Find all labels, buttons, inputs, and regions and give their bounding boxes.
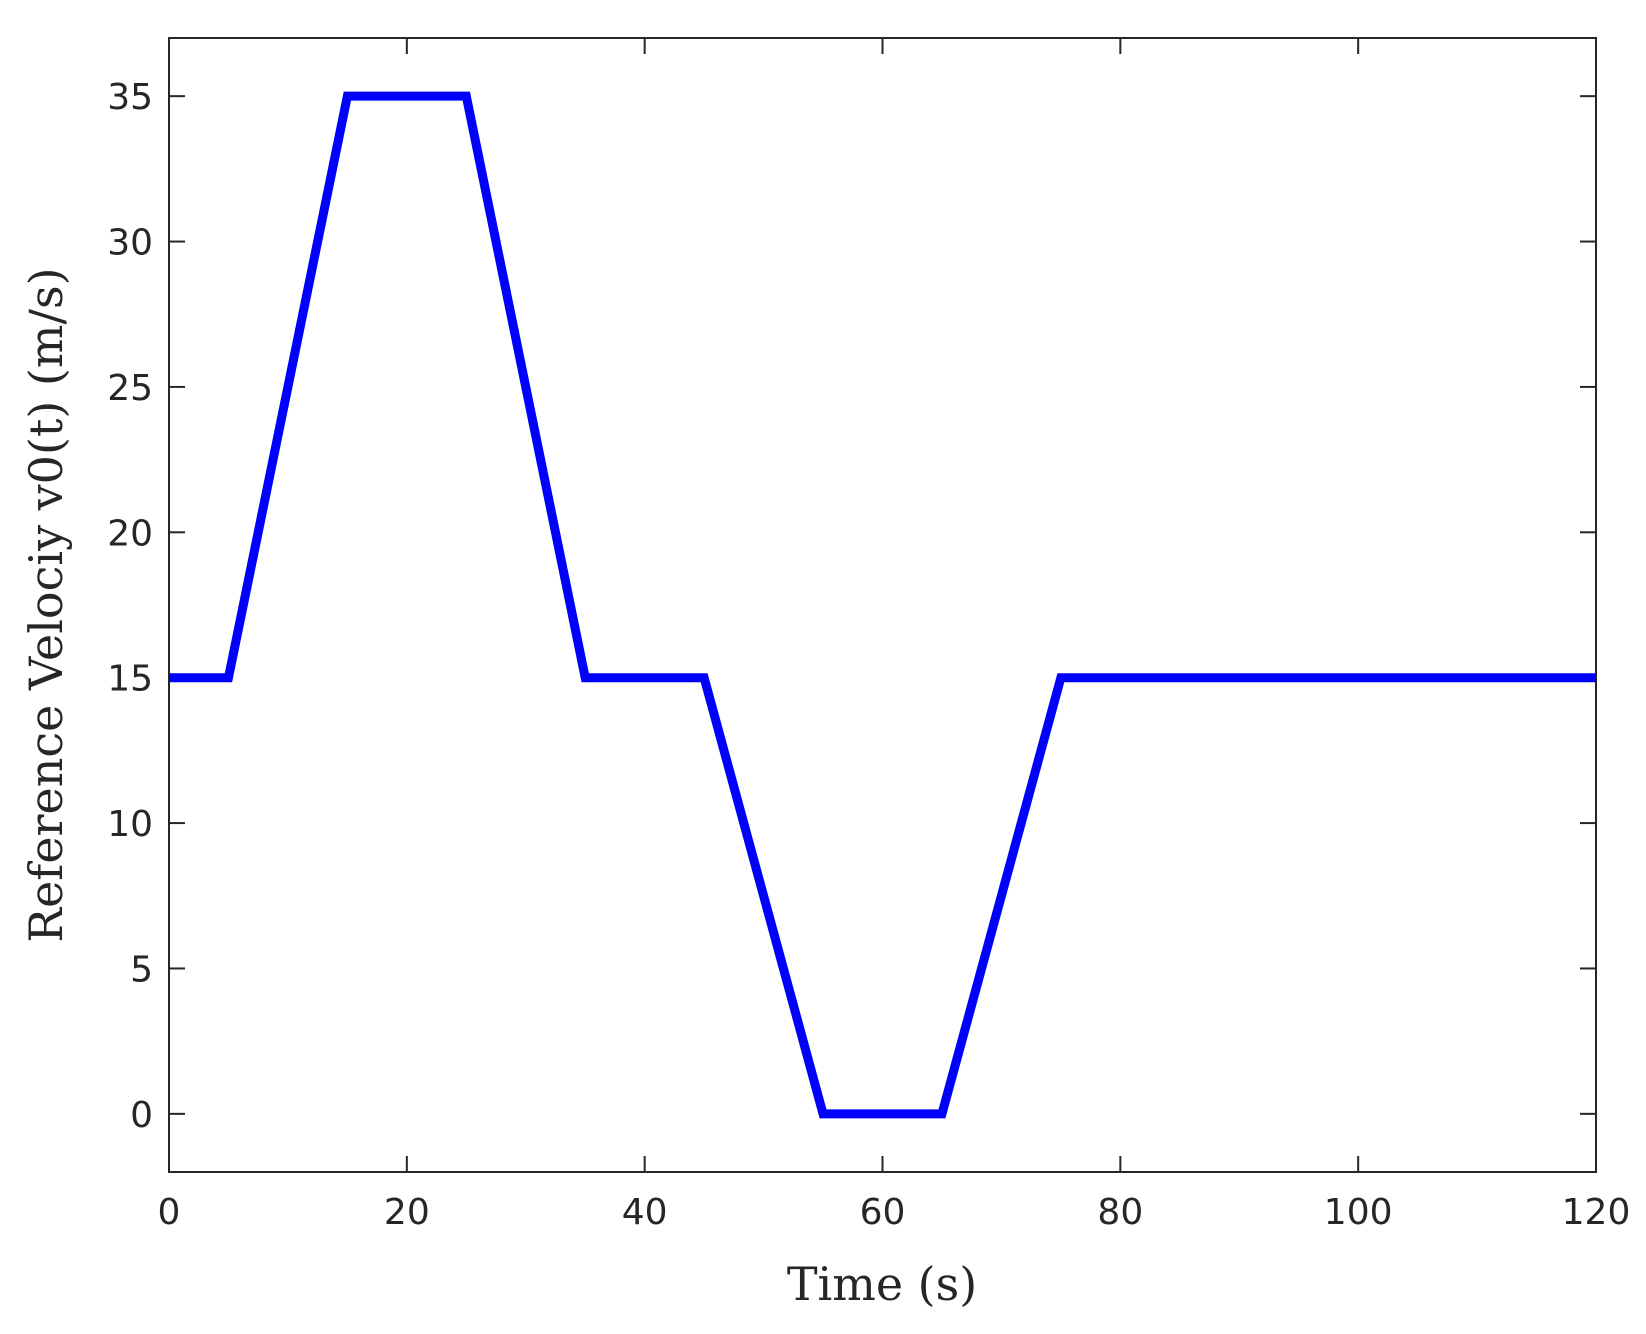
x-tick-label: 100 bbox=[1324, 1192, 1393, 1233]
x-tick-label: 80 bbox=[1097, 1192, 1143, 1233]
x-tick-label: 0 bbox=[158, 1192, 181, 1233]
y-axis-label: Reference Velociy v0(t) (m/s) bbox=[19, 267, 73, 942]
y-tick-label: 15 bbox=[107, 659, 153, 700]
y-tick-label: 10 bbox=[107, 804, 153, 845]
x-tick-label: 60 bbox=[860, 1192, 906, 1233]
plot-area bbox=[168, 37, 1597, 1173]
x-tick-label: 20 bbox=[384, 1192, 430, 1233]
y-tick-label: 35 bbox=[107, 77, 153, 118]
x-tick-label: 40 bbox=[622, 1192, 668, 1233]
data-line bbox=[169, 91, 1596, 1119]
y-tick-label: 5 bbox=[130, 949, 153, 990]
x-axis-label: Time (s) bbox=[787, 1257, 977, 1311]
y-tick-label: 20 bbox=[107, 513, 153, 554]
y-tick-label: 0 bbox=[130, 1095, 153, 1136]
y-tick-label: 25 bbox=[107, 368, 153, 409]
y-tick-label: 30 bbox=[107, 223, 153, 264]
x-tick-label: 120 bbox=[1562, 1192, 1631, 1233]
